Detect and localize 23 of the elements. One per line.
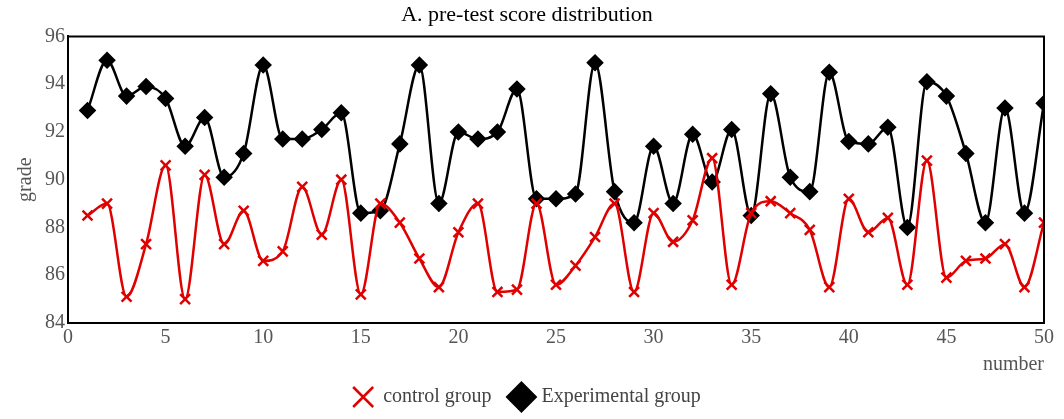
legend-label: control group	[383, 384, 492, 408]
y-tick-label: 86	[45, 262, 65, 285]
y-tick-label: 84	[45, 310, 65, 333]
y-tick-label: 94	[45, 71, 65, 94]
chart-title: A. pre-test score distribution	[401, 0, 653, 26]
y-tick-label: 92	[45, 119, 65, 142]
x-tick-label: 45	[936, 325, 957, 348]
x-axis-title: number	[982, 352, 1045, 375]
x-tick-label: 35	[741, 325, 762, 348]
x-tick-label: 20	[448, 325, 469, 348]
y-tick-label: 90	[45, 166, 65, 189]
x-tick-label: 25	[546, 325, 566, 348]
y-tick-label: 88	[45, 214, 65, 237]
x-tick-label: 40	[838, 325, 859, 348]
x-tick-label: 10	[253, 325, 274, 348]
y-tick-label: 96	[45, 23, 65, 46]
x-tick-label: 15	[350, 325, 371, 348]
y-axis-title: grade	[13, 157, 37, 202]
x-tick-label: 0	[63, 325, 73, 348]
legend-label: Experimental group	[541, 384, 701, 408]
x-tick-label: 30	[643, 325, 664, 348]
x-tick-label: 5	[160, 325, 171, 348]
x-tick-label: 50	[1034, 325, 1054, 348]
